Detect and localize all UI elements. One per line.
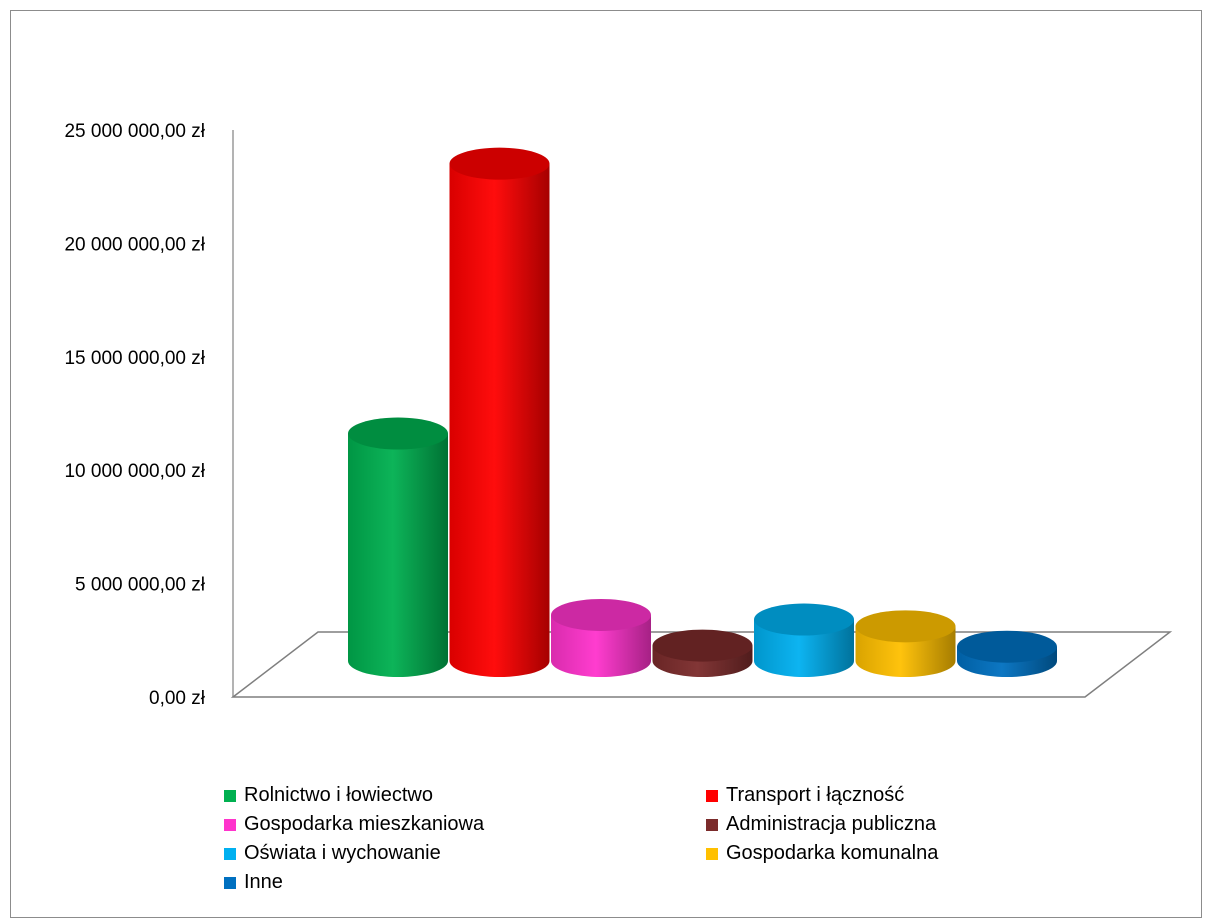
bar: [551, 598, 651, 677]
legend-swatch: [706, 789, 718, 802]
legend-item: Transport i łączność: [706, 782, 984, 809]
bar-top: [449, 147, 550, 180]
chart-plot: 0,00 zł 5 000 000,00 zł 10 000 000,00 zł 15…: [64, 121, 1173, 709]
y-tick-label: 15 000 000,00 zł: [64, 348, 205, 369]
bar: [449, 147, 550, 677]
legend-item: Gospodarka komunalna: [706, 840, 984, 867]
bar-top: [957, 630, 1057, 663]
bar-top: [348, 417, 448, 450]
legend-item: Inne: [224, 869, 706, 896]
legend-label: Transport i łączność: [726, 784, 905, 806]
legend-swatch: [224, 876, 236, 889]
legend-swatch: [706, 818, 718, 831]
bar: [652, 629, 753, 677]
legend-label: Gospodarka mieszkaniowa: [244, 813, 485, 835]
legend-swatch: [706, 847, 718, 860]
y-tick-label: 5 000 000,00 zł: [75, 575, 206, 596]
bar: [754, 603, 854, 677]
chart-legend: Rolnictwo i łowiectwo Transport i łącznoś…: [224, 782, 984, 896]
legend-label: Inne: [244, 871, 283, 893]
bar: [855, 610, 956, 677]
y-tick-label: 0,00 zł: [149, 688, 206, 709]
legend-swatch: [224, 789, 236, 802]
bar-body: [449, 163, 550, 677]
chart-frame: [10, 10, 1202, 918]
bar-body: [754, 619, 854, 677]
y-tick-label: 25 000 000,00 zł: [64, 121, 205, 142]
bar-top: [754, 603, 854, 636]
bar: [348, 417, 448, 677]
legend-label: Gospodarka komunalna: [726, 842, 939, 864]
legend-label: Rolnictwo i łowiectwo: [244, 784, 433, 806]
legend-item: Administracja publiczna: [706, 811, 984, 838]
legend-swatch: [224, 847, 236, 860]
bar-top: [551, 598, 651, 631]
bar-top: [855, 610, 956, 643]
y-tick-label: 10 000 000,00 zł: [64, 461, 205, 482]
y-tick-label: 20 000 000,00 zł: [64, 234, 205, 255]
legend-label: Oświata i wychowanie: [244, 842, 441, 864]
legend-swatch: [224, 818, 236, 831]
bar-body: [348, 433, 448, 677]
bar-top: [652, 629, 753, 662]
legend-item: Gospodarka mieszkaniowa: [224, 811, 706, 838]
bar: [957, 630, 1057, 677]
legend-item: Oświata i wychowanie: [224, 840, 706, 867]
bar-body: [551, 614, 651, 677]
legend-item: Rolnictwo i łowiectwo: [224, 782, 706, 809]
legend-label: Administracja publiczna: [726, 813, 937, 835]
